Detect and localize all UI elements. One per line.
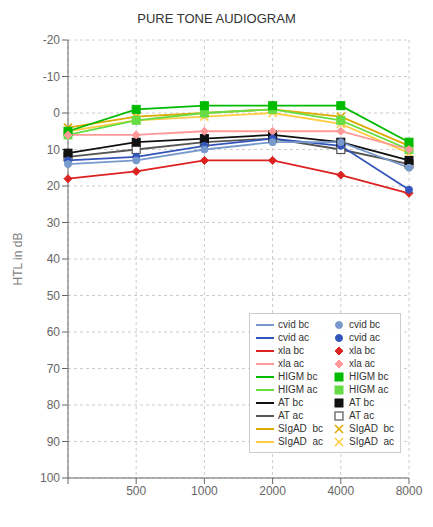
svg-text:60: 60 bbox=[47, 325, 61, 339]
svg-text:70: 70 bbox=[47, 362, 61, 376]
svg-text:500: 500 bbox=[126, 484, 146, 498]
html-text:HIGM ac: HIGM ac bbox=[349, 384, 389, 395]
html-text:AT bc: AT bc bbox=[277, 397, 304, 408]
svg-text:-10: -10 bbox=[43, 70, 61, 84]
svg-text:10: 10 bbox=[47, 143, 61, 157]
svg-text:80: 80 bbox=[47, 398, 61, 412]
html-text:HIGM ac: HIGM ac bbox=[277, 384, 318, 395]
html-text:cvid bc: cvid bc bbox=[277, 319, 310, 330]
html-text:cvid bc: cvid bc bbox=[349, 319, 381, 330]
svg-text:HTL in dB: HTL in dB bbox=[11, 233, 25, 286]
html-text:SIgAD ac: SIgAD ac bbox=[349, 436, 394, 447]
svg-text:1000: 1000 bbox=[191, 484, 218, 498]
svg-text:50: 50 bbox=[47, 289, 61, 303]
html-text:cvid ac: cvid ac bbox=[349, 332, 381, 343]
svg-text:30: 30 bbox=[47, 216, 61, 230]
html-text:xla ac: xla ac bbox=[349, 358, 376, 369]
svg-text:0: 0 bbox=[53, 106, 60, 120]
html-text:SIgAD ac: SIgAD ac bbox=[277, 436, 323, 447]
html-text:SIgAD bc: SIgAD bc bbox=[349, 423, 394, 434]
html-text:cvid ac: cvid ac bbox=[277, 332, 310, 343]
svg-text:20: 20 bbox=[47, 179, 61, 193]
svg-text:8000: 8000 bbox=[396, 484, 423, 498]
html-text:PURE TONE AUDIOGRAM: PURE TONE AUDIOGRAM bbox=[137, 11, 296, 26]
svg-text:40: 40 bbox=[47, 252, 61, 266]
svg-text:-20: -20 bbox=[43, 33, 61, 47]
svg-text:4000: 4000 bbox=[327, 484, 354, 498]
svg-text:90: 90 bbox=[47, 435, 61, 449]
html-text:AT bc: AT bc bbox=[349, 397, 375, 408]
html-text:HIGM bc: HIGM bc bbox=[277, 371, 318, 382]
html-text:xla ac: xla ac bbox=[277, 358, 305, 369]
html-text:AT ac: AT ac bbox=[277, 410, 304, 421]
svg-text:100: 100 bbox=[40, 471, 60, 485]
svg-text:2000: 2000 bbox=[259, 484, 286, 498]
html-text:SIgAD bc: SIgAD bc bbox=[277, 423, 323, 434]
html-text:xla bc: xla bc bbox=[349, 345, 376, 356]
html-text:xla bc: xla bc bbox=[277, 345, 305, 356]
html-text:HIGM bc: HIGM bc bbox=[349, 371, 389, 382]
html-text:AT ac: AT ac bbox=[349, 410, 375, 421]
